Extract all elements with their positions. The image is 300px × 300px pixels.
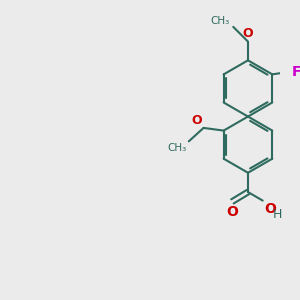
Text: F: F — [292, 65, 300, 79]
Text: H: H — [273, 208, 282, 221]
Text: CH₃: CH₃ — [211, 16, 230, 26]
Text: CH₃: CH₃ — [167, 142, 186, 153]
Text: O: O — [264, 202, 276, 216]
Text: O: O — [226, 205, 238, 219]
Text: O: O — [192, 114, 202, 127]
Text: O: O — [243, 27, 253, 40]
